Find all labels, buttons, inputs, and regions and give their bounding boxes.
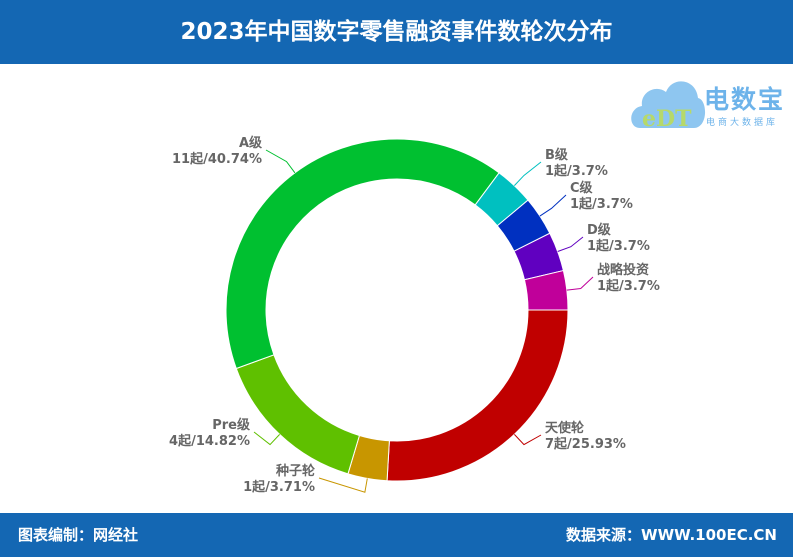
leader-line-1 <box>318 477 368 493</box>
footer: 图表编制：网经社 数据来源：WWW.100EC.CN <box>0 513 793 557</box>
slice-3 <box>225 138 500 370</box>
footer-credit: 图表编制：网经社 <box>18 526 139 544</box>
slice-label-name: C级 <box>570 180 594 196</box>
logo-subtitle: 电商大数据库 <box>706 118 779 128</box>
slice-label-name: Pre级 <box>212 417 251 433</box>
slice-label-value: 11起/40.74% <box>172 151 262 167</box>
slice-0 <box>386 309 569 482</box>
leader-line-4 <box>513 161 542 186</box>
leader-line-2 <box>253 431 281 446</box>
logo-brand: 电数宝 <box>704 85 786 114</box>
slice-7 <box>523 269 569 311</box>
slice-label-value: 1起/3.7% <box>545 163 608 179</box>
footer-source: 数据来源：WWW.100EC.CN <box>566 526 777 544</box>
slice-label-value: 7起/25.93% <box>545 436 626 452</box>
leader-line-5 <box>539 194 567 217</box>
slice-label-value: 1起/3.7% <box>597 278 660 294</box>
svg-text:eDT: eDT <box>642 106 692 132</box>
slice-label-name: 种子轮 <box>275 463 315 479</box>
chart-title: 2023年中国数字零售融资事件数轮次分布 <box>0 0 793 64</box>
leader-line-3 <box>265 149 296 174</box>
slice-label-value: 1起/3.7% <box>587 238 650 254</box>
slice-label-name: B级 <box>545 147 569 163</box>
leader-line-7 <box>566 276 594 291</box>
slice-label-name: A级 <box>239 135 263 151</box>
cloud-logo-icon: eDT <box>631 81 706 132</box>
leader-line-0 <box>513 434 542 446</box>
logo: eDT 电数宝 电商大数据库 <box>628 70 788 135</box>
leader-line-6 <box>557 236 584 252</box>
slice-label-value: 1起/3.7% <box>570 196 633 212</box>
slice-label-name: 战略投资 <box>597 262 649 278</box>
slice-label-value: 1起/3.71% <box>243 479 315 495</box>
slice-2 <box>235 354 361 475</box>
slice-label-value: 4起/14.82% <box>169 433 250 449</box>
slice-label-name: 天使轮 <box>545 420 584 436</box>
slice-label-name: D级 <box>587 222 612 238</box>
